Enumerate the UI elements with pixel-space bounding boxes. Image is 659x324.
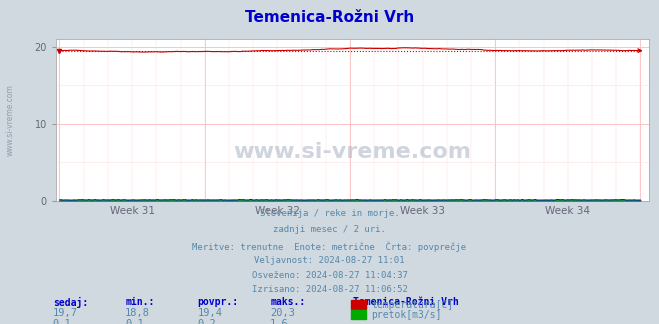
Text: Veljavnost: 2024-08-27 11:01: Veljavnost: 2024-08-27 11:01 <box>254 256 405 265</box>
Text: Slovenija / reke in morje.: Slovenija / reke in morje. <box>260 209 399 218</box>
Text: 0,2: 0,2 <box>198 319 216 324</box>
Text: 20,3: 20,3 <box>270 308 295 318</box>
Text: temperatura[C]: temperatura[C] <box>371 300 453 309</box>
Text: maks.:: maks.: <box>270 297 305 307</box>
Text: povpr.:: povpr.: <box>198 297 239 307</box>
Text: 18,8: 18,8 <box>125 308 150 318</box>
Text: 1,6: 1,6 <box>270 319 289 324</box>
Text: Osveženo: 2024-08-27 11:04:37: Osveženo: 2024-08-27 11:04:37 <box>252 271 407 280</box>
Text: www.si-vreme.com: www.si-vreme.com <box>233 142 472 162</box>
Text: Meritve: trenutne  Enote: metrične  Črta: povprečje: Meritve: trenutne Enote: metrične Črta: … <box>192 241 467 252</box>
Text: 19,7: 19,7 <box>53 308 78 318</box>
Text: Izrisano: 2024-08-27 11:06:52: Izrisano: 2024-08-27 11:06:52 <box>252 285 407 294</box>
Text: pretok[m3/s]: pretok[m3/s] <box>371 310 442 320</box>
Text: Temenica-Rožni Vrh: Temenica-Rožni Vrh <box>245 10 414 25</box>
Text: sedaj:: sedaj: <box>53 297 88 308</box>
Text: 0,1: 0,1 <box>125 319 144 324</box>
Text: zadnji mesec / 2 uri.: zadnji mesec / 2 uri. <box>273 225 386 234</box>
Text: 19,4: 19,4 <box>198 308 223 318</box>
Text: min.:: min.: <box>125 297 155 307</box>
Text: 0,1: 0,1 <box>53 319 71 324</box>
Text: Temenica-Rožni Vrh: Temenica-Rožni Vrh <box>353 297 458 307</box>
Text: www.si-vreme.com: www.si-vreme.com <box>5 84 14 156</box>
